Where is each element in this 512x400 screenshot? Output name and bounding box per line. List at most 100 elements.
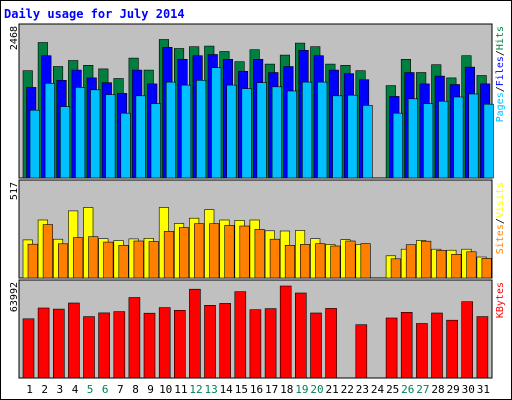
bar-pages-day-31 <box>483 103 494 179</box>
x-tick-label-22: 22 <box>341 383 354 396</box>
bar-sites-day-26 <box>405 244 417 279</box>
bar-kbytes-day-28 <box>431 312 443 379</box>
x-tick-label-19: 19 <box>295 383 308 396</box>
bar-sites-day-31 <box>481 258 492 279</box>
bar-pages-day-12 <box>196 80 207 179</box>
x-tick-label-10: 10 <box>159 383 172 396</box>
x-tick-label-20: 20 <box>310 383 323 396</box>
bar-pages-day-1 <box>29 109 40 179</box>
x-tick-label-11: 11 <box>174 383 187 396</box>
x-tick-label-14: 14 <box>220 383 234 396</box>
bar-kbytes-day-17 <box>264 308 277 379</box>
x-tick-label-23: 23 <box>356 383 369 396</box>
bar-sites-day-5 <box>88 236 99 279</box>
bar-pages-day-8 <box>135 95 146 179</box>
bar-kbytes-day-29 <box>446 319 458 379</box>
x-tick-label-15: 15 <box>235 383 248 396</box>
bar-kbytes-day-14 <box>219 303 231 379</box>
bar-kbytes-day-4 <box>68 302 80 379</box>
bar-sites-day-6 <box>103 241 114 279</box>
bar-pages-day-13 <box>211 67 222 179</box>
bar-pages-day-29 <box>453 96 464 179</box>
bar-pages-day-27 <box>423 103 434 179</box>
bar-sites-day-11 <box>179 227 190 279</box>
bar-kbytes-day-31 <box>476 316 489 379</box>
bar-sites-day-30 <box>466 251 477 279</box>
bar-kbytes-day-7 <box>113 311 126 379</box>
bar-pages-day-19 <box>301 81 313 179</box>
bar-sites-day-23 <box>360 243 371 279</box>
bar-sites-day-12 <box>194 223 205 279</box>
bar-pages-day-14 <box>226 84 237 179</box>
bar-kbytes-day-19 <box>294 292 307 379</box>
x-tick-label-21: 21 <box>325 383 338 396</box>
bar-pages-day-23 <box>362 105 373 179</box>
legend-entry-kbytes: KBytes <box>495 282 506 318</box>
legend-entry-files: Files <box>495 56 506 86</box>
y-max-label-kbytes: 63992 <box>9 282 20 312</box>
bar-pages-day-17 <box>271 86 282 179</box>
bar-pages-day-26 <box>407 98 419 179</box>
bar-sites-day-16 <box>254 229 265 279</box>
bar-sites-day-18 <box>284 245 296 279</box>
x-tick-label-25: 25 <box>386 383 399 396</box>
bar-sites-day-29 <box>451 254 462 279</box>
bar-kbytes-day-1 <box>22 318 35 379</box>
bar-sites-day-13 <box>209 223 220 279</box>
bar-kbytes-day-8 <box>128 297 141 379</box>
bar-pages-day-4 <box>75 87 86 179</box>
bar-pages-day-9 <box>150 103 161 179</box>
x-axis-labels: 1 2 3 4 5 6 7 8 9 10 11 12 13 14 15 16 17 18 19 20 21 22 23 24 2… <box>26 383 490 396</box>
bar-sites-day-21 <box>330 245 341 279</box>
bar-kbytes-day-11 <box>174 309 186 379</box>
x-tick-label-9: 9 <box>147 383 154 396</box>
bar-sites-day-9 <box>148 241 159 279</box>
bar-kbytes-day-13 <box>204 304 216 379</box>
bar-pages-day-6 <box>105 94 116 179</box>
bar-kbytes-day-9 <box>143 312 156 379</box>
x-tick-label-18: 18 <box>280 383 293 396</box>
bar-sites-day-17 <box>269 238 280 279</box>
x-tick-label-4: 4 <box>72 383 79 396</box>
bar-kbytes-day-25 <box>385 317 398 379</box>
bar-kbytes-day-18 <box>279 285 292 379</box>
bar-sites-day-27 <box>421 240 432 279</box>
legend-hits-files-pages: Pages/Files/Hits <box>495 26 506 122</box>
x-tick-label-6: 6 <box>102 383 109 396</box>
bar-sites-day-1 <box>27 243 38 279</box>
bar-pages-day-15 <box>241 88 252 179</box>
chart-title: Daily usage for July 2014 <box>4 7 185 21</box>
bar-sites-day-22 <box>345 240 356 279</box>
bar-sites-day-14 <box>224 225 235 279</box>
bar-kbytes-day-5 <box>83 316 95 379</box>
legend-separator: / <box>495 50 506 56</box>
bar-kbytes-day-2 <box>37 307 50 379</box>
bar-pages-day-2 <box>44 83 55 179</box>
x-tick-label-3: 3 <box>56 383 63 396</box>
bar-sites-day-2 <box>42 224 53 279</box>
bar-kbytes-day-21 <box>325 308 337 379</box>
bar-kbytes-day-30 <box>461 301 474 379</box>
bar-kbytes-day-3 <box>52 308 65 379</box>
bar-kbytes-day-16 <box>249 309 262 379</box>
x-tick-label-29: 29 <box>447 383 460 396</box>
x-tick-label-27: 27 <box>416 383 429 396</box>
bar-kbytes-day-20 <box>310 312 322 379</box>
x-tick-label-2: 2 <box>41 383 48 396</box>
y-max-label-hits-files-pages: 2468 <box>9 26 20 50</box>
x-tick-label-30: 30 <box>462 383 475 396</box>
bar-sites-day-20 <box>315 243 326 279</box>
legend-separator: / <box>495 218 506 224</box>
bar-pages-day-16 <box>256 82 267 179</box>
bar-pages-day-20 <box>317 81 328 179</box>
x-tick-label-12: 12 <box>189 383 202 396</box>
bar-sites-day-3 <box>57 243 69 279</box>
bar-kbytes-day-12 <box>189 288 201 379</box>
bar-kbytes-day-10 <box>158 307 171 379</box>
bar-pages-day-25 <box>392 112 403 179</box>
bar-kbytes-day-23 <box>355 324 368 379</box>
bar-pages-day-30 <box>468 93 479 179</box>
legend-entry-sites: Sites <box>495 224 506 254</box>
bar-sites-day-10 <box>163 231 174 279</box>
